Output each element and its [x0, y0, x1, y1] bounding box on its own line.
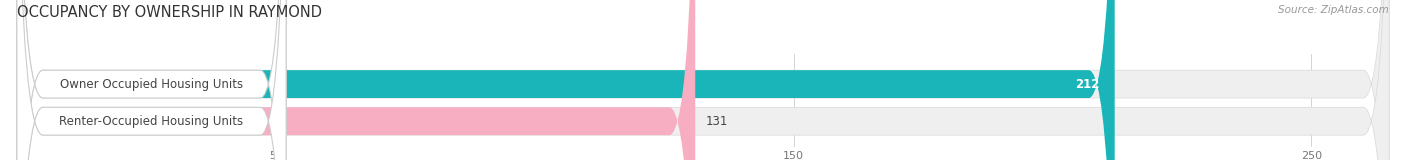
Text: Renter-Occupied Housing Units: Renter-Occupied Housing Units [59, 115, 243, 128]
FancyBboxPatch shape [17, 0, 1389, 160]
Text: 212: 212 [1074, 78, 1099, 91]
Text: OCCUPANCY BY OWNERSHIP IN RAYMOND: OCCUPANCY BY OWNERSHIP IN RAYMOND [17, 5, 322, 20]
FancyBboxPatch shape [17, 0, 1389, 160]
Text: Source: ZipAtlas.com: Source: ZipAtlas.com [1278, 5, 1389, 15]
Text: Owner Occupied Housing Units: Owner Occupied Housing Units [60, 78, 243, 91]
FancyBboxPatch shape [17, 0, 695, 160]
FancyBboxPatch shape [17, 0, 287, 160]
FancyBboxPatch shape [17, 0, 287, 160]
FancyBboxPatch shape [17, 0, 1115, 160]
Text: 131: 131 [706, 115, 728, 128]
